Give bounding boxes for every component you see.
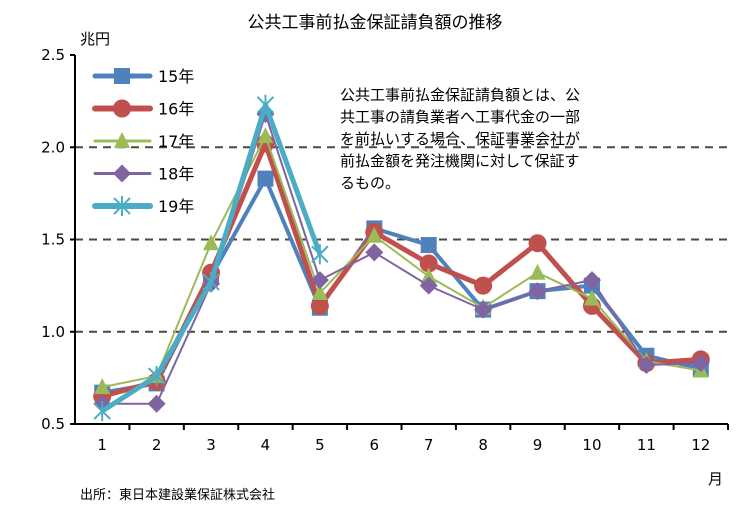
y-tick-label: 2.5 — [41, 46, 65, 64]
annotation-text: 公共工事前払金保証請負額とは、公 共工事の請負業者へ工事代金の一部 を前払いする… — [340, 86, 581, 192]
x-tick-label: 1 — [97, 436, 107, 454]
x-tick-label: 6 — [370, 436, 380, 454]
series-line — [101, 141, 701, 399]
diamond-marker — [365, 243, 384, 262]
y-tick-label: 1.0 — [41, 323, 65, 341]
x-tick-label: 11 — [637, 436, 656, 454]
diamond-marker — [147, 394, 166, 413]
x-tick-label: 10 — [582, 436, 601, 454]
legend-label: 17年 — [158, 132, 194, 151]
diamond-marker — [419, 276, 438, 295]
x-tick-label: 7 — [424, 436, 434, 454]
square-marker — [257, 170, 274, 187]
diamond-marker — [113, 164, 131, 183]
circle-marker — [419, 254, 438, 273]
x-tick-label: 12 — [691, 436, 710, 454]
triangle-marker — [203, 234, 220, 251]
x-tick-label: 9 — [533, 436, 543, 454]
legend-label: 18年 — [158, 165, 194, 184]
source-note: 出所：東日本建設業保証株式会社 — [80, 488, 276, 503]
chart-title: 公共工事前払金保証請負額の推移 — [247, 13, 503, 33]
diamond-marker — [528, 282, 547, 301]
diamond-marker — [582, 271, 601, 290]
legend-item: 19年 — [92, 196, 194, 216]
triangle-marker — [420, 267, 437, 284]
x-tick-label: 8 — [478, 436, 488, 454]
square-marker — [114, 68, 130, 84]
y-tick-label: 1.5 — [41, 231, 65, 249]
series-line — [100, 102, 323, 414]
series-19年 — [93, 94, 329, 422]
circle-marker — [474, 276, 493, 295]
legend-label: 19年 — [158, 197, 194, 216]
legend-item: 17年 — [93, 132, 194, 151]
diamond-marker — [637, 355, 656, 374]
legend-item: 16年 — [92, 99, 194, 119]
x-tick-label: 3 — [206, 436, 216, 454]
triangle-marker — [583, 289, 600, 306]
y-axis-unit: 兆円 — [80, 30, 111, 48]
series-line — [102, 113, 701, 405]
circle-marker — [310, 296, 329, 315]
triangle-marker — [311, 284, 328, 301]
x-tick-label: 4 — [261, 436, 271, 454]
legend-item: 18年 — [93, 164, 194, 184]
circle-marker — [113, 99, 131, 118]
diamond-marker — [474, 300, 493, 319]
square-marker — [420, 237, 437, 254]
triangle-marker — [94, 378, 111, 395]
triangle-marker — [114, 132, 130, 148]
series-line — [102, 135, 701, 389]
triangle-marker — [366, 226, 383, 243]
legend-item: 15年 — [92, 67, 194, 86]
diamond-marker — [691, 354, 710, 373]
circle-marker — [528, 234, 547, 253]
legend-label: 15年 — [158, 67, 194, 86]
diamond-marker — [310, 271, 329, 290]
x-tick-label: 2 — [152, 436, 162, 454]
x-tick-label: 5 — [315, 436, 325, 454]
triangle-marker — [257, 127, 274, 144]
triangle-marker — [529, 263, 546, 280]
x-axis-unit: 月 — [708, 470, 724, 488]
legend-label: 16年 — [158, 100, 194, 119]
y-tick-label: 2.0 — [41, 138, 65, 156]
y-tick-label: 0.5 — [41, 415, 65, 433]
